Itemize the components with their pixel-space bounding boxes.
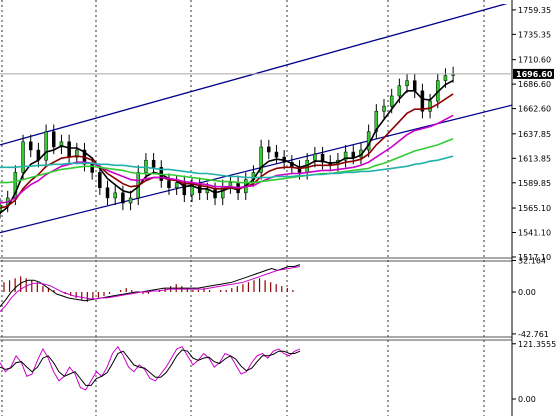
candle — [382, 99, 386, 119]
candle — [313, 146, 317, 168]
oscillator-line-1 — [0, 345, 301, 391]
price-tick-label: 1541.10 — [518, 229, 551, 238]
macd-panel — [0, 264, 301, 312]
candle-body — [52, 131, 56, 148]
candle-body — [28, 141, 33, 151]
candle-body — [21, 141, 25, 173]
candle-body — [121, 192, 125, 204]
candle — [105, 180, 110, 206]
candle — [59, 134, 64, 155]
candle-body — [167, 180, 171, 188]
macd-tick-label: -42.761 — [518, 330, 549, 339]
macd-tick-label: 0.00 — [518, 288, 536, 297]
candle-body — [67, 141, 71, 158]
price-tick-label: 1565.10 — [518, 204, 551, 213]
moving-average-line-1 — [0, 79, 454, 214]
candle-body — [205, 189, 210, 194]
candle-body — [397, 85, 402, 97]
candle — [98, 165, 102, 195]
current-price-badge — [513, 68, 554, 79]
candle-body — [113, 192, 117, 199]
oscillator-panel — [0, 345, 301, 391]
candle — [44, 124, 48, 168]
candle — [113, 185, 117, 206]
macd-line-2 — [0, 266, 301, 312]
candle-body — [320, 153, 325, 163]
price-tick-label: 1710.60 — [518, 56, 551, 65]
candle — [182, 175, 187, 203]
candle — [151, 153, 156, 175]
price-tick-label: 1589.85 — [518, 179, 551, 188]
oscillator-tick-label: 0.00 — [518, 395, 536, 404]
candle — [144, 153, 148, 180]
candle-body — [128, 197, 133, 204]
candle-body — [44, 131, 48, 161]
candle-body — [412, 80, 417, 92]
candle-body — [90, 164, 94, 173]
candle-body — [59, 141, 64, 148]
candle-body — [144, 159, 148, 173]
candle — [167, 173, 171, 195]
macd-tick-label: 32.164 — [518, 256, 546, 265]
candle — [205, 182, 210, 200]
price-tick-label: 1735.35 — [518, 30, 551, 39]
candle-body — [374, 110, 379, 132]
candle-body — [428, 100, 432, 112]
candle — [21, 134, 25, 180]
price-tick-label: 1637.85 — [518, 130, 551, 139]
candle — [405, 73, 409, 93]
candle — [420, 83, 425, 119]
candle-body — [105, 187, 110, 199]
price-panel — [0, 4, 512, 234]
moving-average-line-4 — [0, 138, 454, 184]
candle-body — [313, 153, 317, 161]
candle-body — [190, 184, 194, 196]
candle-body — [151, 159, 156, 168]
candle — [274, 144, 279, 165]
candle — [267, 139, 271, 160]
price-tick-label: 1613.85 — [518, 154, 551, 163]
oscillator-tick-label: 121.3555 — [518, 340, 556, 349]
price-axis[interactable]: 1784.101759.351735.351710.601686.601662.… — [512, 0, 556, 404]
price-tick-label: 1686.60 — [518, 80, 551, 89]
candle-body — [443, 75, 448, 81]
candle-body — [274, 151, 279, 158]
candle-body — [351, 151, 356, 158]
candle-body — [343, 151, 348, 161]
moving-average-line-5 — [0, 155, 454, 179]
candle-body — [213, 189, 217, 199]
grid — [0, 0, 513, 416]
candle-body — [267, 146, 271, 153]
price-tick-label: 1517.10 — [518, 253, 551, 262]
candle — [343, 144, 348, 168]
candle-body — [420, 90, 425, 112]
current-price-label: 1696.60 — [516, 70, 553, 79]
candle — [28, 134, 33, 158]
candle-body — [75, 149, 79, 158]
candle — [428, 93, 432, 119]
candle-body — [182, 182, 187, 196]
channel-line-2 — [0, 104, 512, 234]
oscillator-line-2 — [0, 349, 301, 386]
candle — [75, 142, 79, 165]
candle-body — [405, 80, 409, 86]
price-tick-label: 1662.60 — [518, 105, 551, 114]
candle-body — [174, 182, 179, 188]
candle-body — [259, 146, 263, 173]
moving-average-line-2 — [0, 93, 454, 209]
candle — [190, 177, 194, 203]
candle — [374, 104, 379, 139]
candle — [128, 190, 133, 211]
candle-body — [382, 105, 386, 112]
candle — [259, 139, 263, 180]
price-tick-label: 1759.35 — [518, 6, 551, 15]
candle-body — [389, 95, 394, 107]
candle-body — [98, 172, 102, 188]
macd-line-1 — [0, 264, 301, 308]
candle — [174, 175, 179, 195]
